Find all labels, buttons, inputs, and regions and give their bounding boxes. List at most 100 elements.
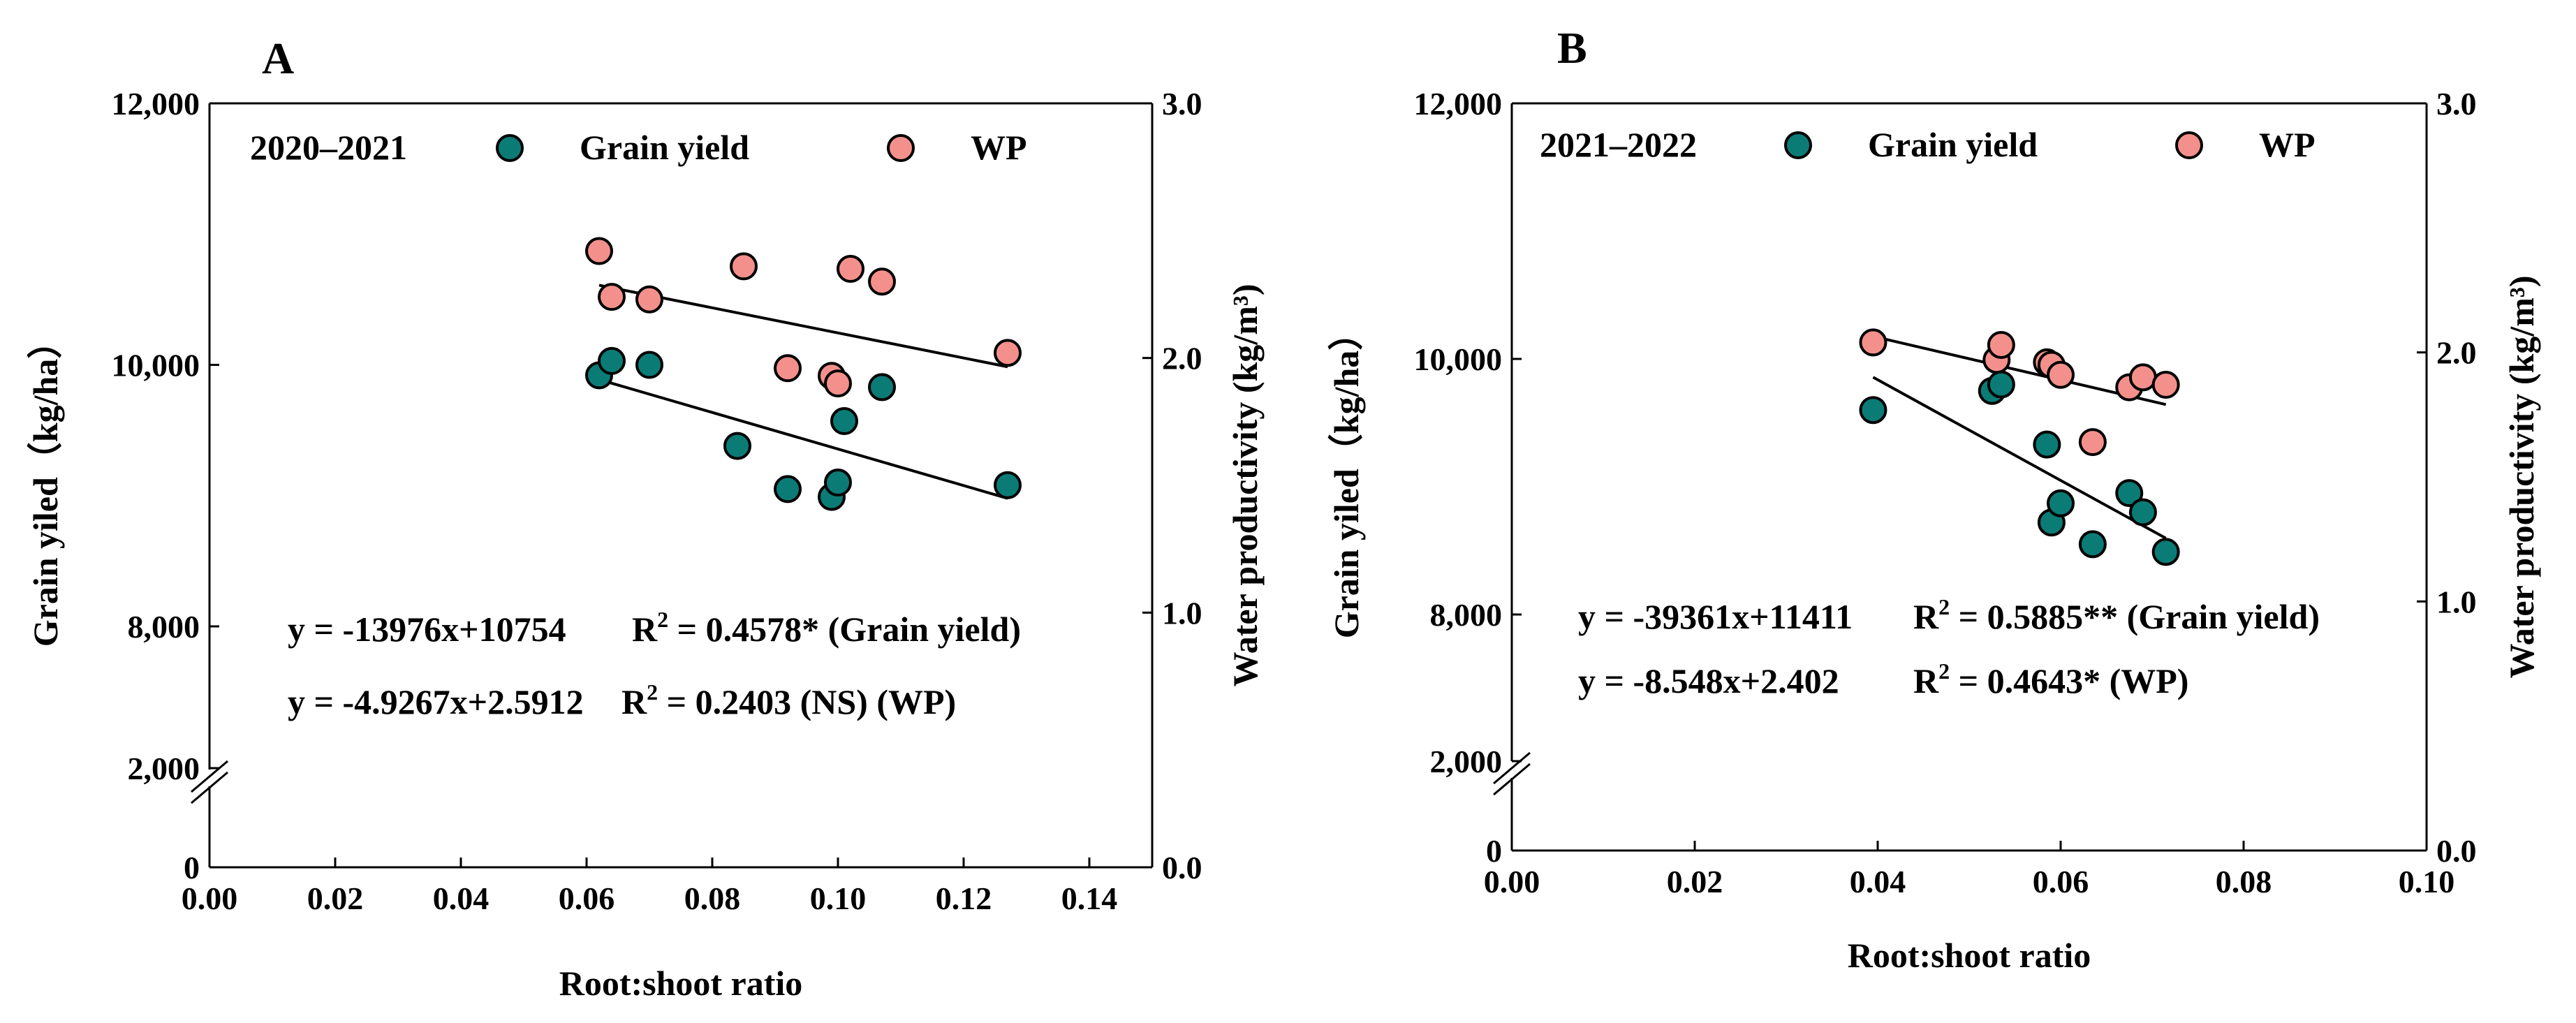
- y2-tick-label: 0.0: [2436, 833, 2477, 869]
- wp-point: [2078, 428, 2107, 457]
- y2-tick-label: 1.0: [1162, 595, 1202, 631]
- grain-yield-point: [2033, 430, 2061, 459]
- y-tick-label: 0: [1486, 833, 1502, 869]
- wp-point: [730, 252, 758, 281]
- wp-trendline: [598, 284, 1008, 369]
- legend-grain-marker: [1784, 131, 1812, 159]
- y-axis-title: Grain yiled（kg/ha）: [26, 324, 65, 647]
- x-tick-label: 0.14: [1061, 881, 1118, 916]
- x-tick-label: 0.00: [182, 881, 238, 916]
- y-tick-label: 8,000: [1430, 597, 1503, 633]
- y2-axis-title: Water productivity (kg/m³): [2502, 275, 2541, 678]
- wp-point: [1987, 330, 2015, 359]
- y-tick-label: 10,000: [1414, 341, 1503, 377]
- wp-point: [774, 354, 802, 383]
- grain-yield-trendline: [1872, 376, 2167, 540]
- x-axis-title: Root:shoot ratio: [1848, 936, 2091, 975]
- r-squared-text: R2 = 0.4578* (Grain yield): [632, 607, 1021, 649]
- panel-label-b: B: [1557, 23, 1587, 73]
- r-squared-text: R2 = 0.2403 (NS) (WP): [621, 679, 956, 721]
- regression-equation: y = -4.9267x+2.5912: [288, 682, 584, 721]
- panel-a-chart: 0.00 0.02 0.04 0.06 0.08 0.10 0.12 0.148,00010,…: [26, 34, 1265, 1003]
- grain-yield-point: [723, 432, 751, 460]
- x-tick-label: 0.04: [1850, 864, 1906, 899]
- grain-yield-point: [1859, 396, 1887, 425]
- legend-grain-marker: [496, 134, 524, 162]
- legend-wp-label: WP: [2259, 125, 2316, 164]
- legend-grain-label: Grain yield: [580, 128, 749, 167]
- x-tick-label: 0.06: [2033, 864, 2089, 899]
- legend-wp-marker: [2175, 131, 2203, 159]
- x-tick-label: 0.08: [2216, 864, 2272, 899]
- grain-yield-point: [2115, 479, 2144, 508]
- grain-yield-point: [994, 471, 1022, 499]
- grain-yield-point: [2047, 489, 2075, 517]
- grain-yield-point: [830, 407, 858, 436]
- y2-tick-label: 1.0: [2436, 584, 2477, 619]
- x-tick-label: 0.04: [433, 881, 490, 916]
- grain-yield-point: [598, 346, 626, 375]
- wp-point: [824, 369, 852, 398]
- axis-break-mark: [1493, 751, 1531, 785]
- regression-equation: y = -39361x+11411: [1578, 597, 1853, 636]
- x-tick-label: 0.10: [810, 881, 867, 916]
- y-tick-label: 2,000: [1430, 744, 1503, 779]
- axis-break-gap: [189, 770, 230, 786]
- x-tick-label: 0.12: [936, 881, 992, 916]
- season-label: 2020–2021: [250, 128, 407, 167]
- wp-point: [994, 339, 1022, 367]
- y2-tick-label: 3.0: [1162, 86, 1202, 122]
- r-squared-text: R2 = 0.5885** (Grain yield): [1913, 594, 2320, 636]
- x-tick-label: 0.08: [684, 881, 741, 916]
- wp-point: [635, 285, 663, 314]
- axis-break-mark: [191, 760, 228, 793]
- axis-break-mark: [1493, 763, 1531, 796]
- legend-wp-marker: [887, 134, 915, 162]
- y-tick-label: 12,000: [1414, 86, 1503, 122]
- wp-point: [2047, 360, 2075, 389]
- y2-tick-label: 0.0: [1162, 850, 1202, 885]
- wp-point: [598, 283, 626, 311]
- regression-equation: y = -13976x+10754: [288, 610, 566, 649]
- season-label: 2021–2022: [1540, 125, 1697, 164]
- y2-axis-title: Water productivity (kg/m³): [1226, 284, 1265, 686]
- grain-yield-point: [774, 475, 802, 503]
- panel-b-chart: 0.00 0.02 0.04 0.06 0.08 0.108,00010,00012,00…: [1327, 23, 2541, 975]
- y-tick-label: 8,000: [128, 609, 200, 645]
- grain-yield-point: [868, 373, 896, 402]
- y-tick-label: 10,000: [112, 348, 200, 383]
- regression-equation: y = -8.548x+2.402: [1578, 661, 1839, 700]
- axis-break-mark: [191, 771, 228, 804]
- wp-point: [585, 237, 613, 265]
- grain-yield-point: [635, 351, 663, 379]
- grain-yield-point: [2151, 538, 2180, 566]
- x-tick-label: 0.02: [1667, 864, 1723, 899]
- legend-wp-label: WP: [971, 128, 1027, 167]
- x-axis-title: Root:shoot ratio: [559, 964, 803, 1003]
- x-tick-label: 0.00: [1484, 864, 1540, 899]
- wp-point: [2128, 363, 2157, 392]
- wp-point: [837, 255, 864, 284]
- y-tick-label: 12,000: [112, 86, 200, 122]
- grain-yield-point: [2078, 530, 2107, 559]
- x-tick-label: 0.06: [559, 881, 615, 916]
- grain-yield-trendline: [598, 378, 1008, 500]
- y2-tick-label: 2.0: [2436, 335, 2477, 371]
- grain-yield-point: [1987, 370, 2015, 399]
- wp-point: [1859, 328, 1887, 357]
- y2-tick-label: 3.0: [2436, 86, 2477, 122]
- axis-break-gap: [1491, 761, 1533, 778]
- x-tick-label: 0.02: [307, 881, 364, 916]
- panel-label-a: A: [262, 34, 294, 83]
- legend-grain-label: Grain yield: [1868, 125, 2038, 164]
- y-tick-label: 0: [184, 850, 200, 885]
- grain-yield-point: [2128, 498, 2157, 527]
- x-tick-label: 0.10: [2399, 864, 2455, 899]
- wp-point: [868, 267, 896, 296]
- y-axis-title: Grain yiled（kg/ha）: [1327, 316, 1366, 639]
- r-squared-text: R2 = 0.4643* (WP): [1913, 658, 2188, 700]
- wp-point: [2151, 371, 2180, 399]
- y-tick-label: 2,000: [128, 751, 200, 786]
- grain-yield-point: [824, 469, 852, 497]
